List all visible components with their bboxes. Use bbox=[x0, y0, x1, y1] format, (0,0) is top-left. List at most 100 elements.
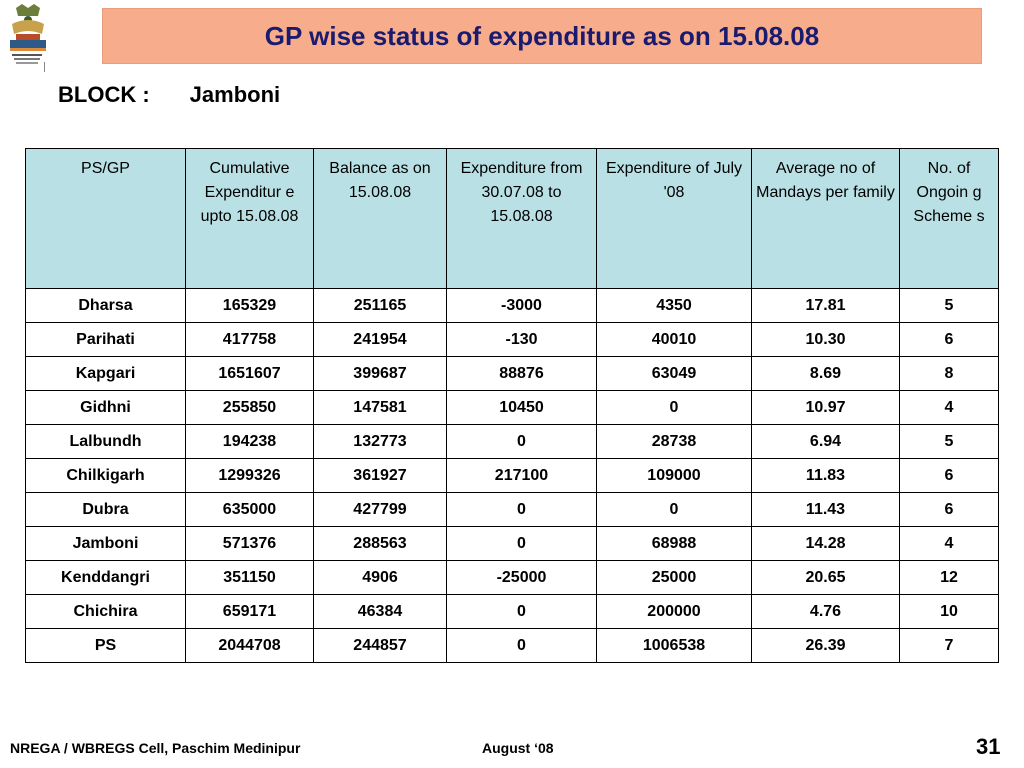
value-cell: 1006538 bbox=[596, 628, 752, 663]
value-cell: 7 bbox=[899, 628, 999, 663]
gp-name-cell: Chilkigarh bbox=[25, 458, 186, 493]
column-header: Expenditure from 30.07.08 to 15.08.08 bbox=[446, 148, 597, 289]
table-row: Gidhni 255850 147581 10450 0 10.97 4 bbox=[25, 390, 999, 425]
gp-name-cell: Kapgari bbox=[25, 356, 186, 391]
value-cell: 10 bbox=[899, 594, 999, 629]
column-header: PS/GP bbox=[25, 148, 186, 289]
value-cell: 6 bbox=[899, 322, 999, 357]
value-cell: 46384 bbox=[313, 594, 447, 629]
value-cell: 8.69 bbox=[751, 356, 900, 391]
value-cell: 1651607 bbox=[185, 356, 314, 391]
value-cell: 351150 bbox=[185, 560, 314, 595]
value-cell: 417758 bbox=[185, 322, 314, 357]
value-cell: 147581 bbox=[313, 390, 447, 425]
value-cell: 0 bbox=[596, 390, 752, 425]
value-cell: 8 bbox=[899, 356, 999, 391]
logo-divider bbox=[44, 62, 45, 72]
table-row: Dharsa 165329 251165 -3000 4350 17.81 5 bbox=[25, 288, 999, 323]
value-cell: 2044708 bbox=[185, 628, 314, 663]
column-header: Cumulative Expenditur e upto 15.08.08 bbox=[185, 148, 314, 289]
value-cell: 635000 bbox=[185, 492, 314, 527]
value-cell: 0 bbox=[596, 492, 752, 527]
value-cell: 63049 bbox=[596, 356, 752, 391]
value-cell: 20.65 bbox=[751, 560, 900, 595]
value-cell: 288563 bbox=[313, 526, 447, 561]
value-cell: 194238 bbox=[185, 424, 314, 459]
value-cell: 571376 bbox=[185, 526, 314, 561]
value-cell: 399687 bbox=[313, 356, 447, 391]
table-row: Kapgari 1651607 399687 88876 63049 8.69 8 bbox=[25, 356, 999, 391]
value-cell: 0 bbox=[446, 424, 597, 459]
value-cell: 11.83 bbox=[751, 458, 900, 493]
expenditure-table: PS/GP Cumulative Expenditur e upto 15.08.… bbox=[25, 148, 999, 663]
value-cell: 0 bbox=[446, 492, 597, 527]
table-row: Chilkigarh 1299326 361927 217100 109000 11.83… bbox=[25, 458, 999, 493]
value-cell: 5 bbox=[899, 424, 999, 459]
value-cell: 68988 bbox=[596, 526, 752, 561]
gp-name-cell: PS bbox=[25, 628, 186, 663]
gp-name-cell: Dubra bbox=[25, 492, 186, 527]
value-cell: 427799 bbox=[313, 492, 447, 527]
value-cell: 0 bbox=[446, 526, 597, 561]
value-cell: 25000 bbox=[596, 560, 752, 595]
value-cell: -25000 bbox=[446, 560, 597, 595]
table-header-row: PS/GP Cumulative Expenditur e upto 15.08.… bbox=[25, 148, 999, 289]
value-cell: 4 bbox=[899, 390, 999, 425]
column-header: Balance as on 15.08.08 bbox=[313, 148, 447, 289]
footer-organization: NREGA / WBREGS Cell, Paschim Medinipur bbox=[10, 740, 301, 756]
table-row: Dubra 635000 427799 0 0 11.43 6 bbox=[25, 492, 999, 527]
value-cell: 659171 bbox=[185, 594, 314, 629]
gp-name-cell: Gidhni bbox=[25, 390, 186, 425]
table-row: Parihati 417758 241954 -130 40010 10.30 6 bbox=[25, 322, 999, 357]
value-cell: 12 bbox=[899, 560, 999, 595]
block-info: BLOCK : Jamboni bbox=[58, 82, 280, 108]
column-header: Expenditure of July '08 bbox=[596, 148, 752, 289]
value-cell: 17.81 bbox=[751, 288, 900, 323]
value-cell: 6 bbox=[899, 492, 999, 527]
table-row: Lalbundh 194238 132773 0 28738 6.94 5 bbox=[25, 424, 999, 459]
value-cell: 4 bbox=[899, 526, 999, 561]
footer-date: August ‘08 bbox=[482, 740, 554, 756]
value-cell: 6.94 bbox=[751, 424, 900, 459]
value-cell: 28738 bbox=[596, 424, 752, 459]
table-body: Dharsa 165329 251165 -3000 4350 17.81 5 Parihat… bbox=[25, 288, 999, 663]
value-cell: 11.43 bbox=[751, 492, 900, 527]
value-cell: 217100 bbox=[446, 458, 597, 493]
column-header: Average no of Mandays per family bbox=[751, 148, 900, 289]
block-label: BLOCK : bbox=[58, 82, 150, 107]
page-title: GP wise status of expenditure as on 15.0… bbox=[264, 20, 820, 51]
value-cell: 244857 bbox=[313, 628, 447, 663]
gp-name-cell: Parihati bbox=[25, 322, 186, 357]
value-cell: 0 bbox=[446, 594, 597, 629]
nrega-emblem-icon bbox=[2, 2, 54, 70]
block-value: Jamboni bbox=[189, 82, 281, 107]
value-cell: 251165 bbox=[313, 288, 447, 323]
value-cell: 40010 bbox=[596, 322, 752, 357]
table-row: PS 2044708 244857 0 1006538 26.39 7 bbox=[25, 628, 999, 663]
table-row: Kenddangri 351150 4906 -25000 25000 20.65 12 bbox=[25, 560, 999, 595]
gp-name-cell: Dharsa bbox=[25, 288, 186, 323]
value-cell: 241954 bbox=[313, 322, 447, 357]
value-cell: 4.76 bbox=[751, 594, 900, 629]
gp-name-cell: Jamboni bbox=[25, 526, 186, 561]
value-cell: 255850 bbox=[185, 390, 314, 425]
value-cell: -130 bbox=[446, 322, 597, 357]
value-cell: 26.39 bbox=[751, 628, 900, 663]
value-cell: 4350 bbox=[596, 288, 752, 323]
value-cell: 10450 bbox=[446, 390, 597, 425]
title-banner: GP wise status of expenditure as on 15.0… bbox=[102, 8, 982, 64]
value-cell: 1299326 bbox=[185, 458, 314, 493]
value-cell: 6 bbox=[899, 458, 999, 493]
value-cell: 14.28 bbox=[751, 526, 900, 561]
value-cell: 88876 bbox=[446, 356, 597, 391]
value-cell: 132773 bbox=[313, 424, 447, 459]
page-number: 31 bbox=[976, 734, 1001, 759]
value-cell: 5 bbox=[899, 288, 999, 323]
column-header: No. of Ongoin g Scheme s bbox=[899, 148, 999, 289]
gp-name-cell: Chichira bbox=[25, 594, 186, 629]
value-cell: 361927 bbox=[313, 458, 447, 493]
value-cell: 109000 bbox=[596, 458, 752, 493]
gp-name-cell: Lalbundh bbox=[25, 424, 186, 459]
gp-name-cell: Kenddangri bbox=[25, 560, 186, 595]
table-row: Jamboni 571376 288563 0 68988 14.28 4 bbox=[25, 526, 999, 561]
